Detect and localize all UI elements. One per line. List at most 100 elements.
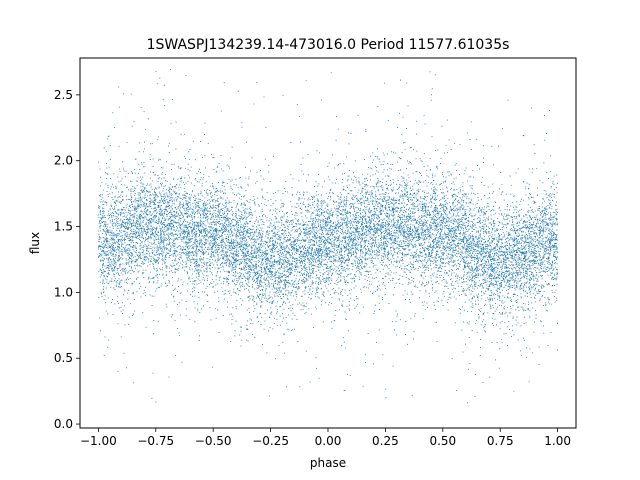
data-point: [425, 290, 426, 291]
data-point: [496, 252, 497, 253]
data-point: [367, 185, 368, 186]
data-point: [157, 235, 158, 236]
data-point: [273, 285, 274, 286]
data-point: [217, 291, 218, 292]
data-point: [173, 203, 174, 204]
data-point: [290, 295, 291, 296]
data-point: [301, 268, 302, 269]
data-point: [116, 213, 117, 214]
data-point: [340, 210, 341, 211]
data-point: [219, 203, 220, 204]
data-point: [131, 220, 132, 221]
data-point: [103, 269, 104, 270]
data-point: [234, 262, 235, 263]
data-point: [318, 219, 319, 220]
data-point: [146, 218, 147, 219]
data-point: [529, 292, 530, 293]
data-point: [175, 245, 176, 246]
data-point: [257, 277, 258, 278]
data-point: [214, 233, 215, 234]
data-point: [228, 222, 229, 223]
data-point: [536, 215, 537, 216]
data-point: [409, 279, 410, 280]
data-point: [450, 207, 451, 208]
data-point: [498, 234, 499, 235]
data-point: [172, 285, 173, 286]
data-point: [227, 307, 228, 308]
data-point: [507, 218, 508, 219]
data-point: [204, 292, 205, 293]
data-point: [340, 202, 341, 203]
data-point: [335, 310, 336, 311]
data-point: [266, 300, 267, 301]
data-point: [541, 286, 542, 287]
data-point: [105, 221, 106, 222]
data-point: [168, 280, 169, 281]
data-point: [454, 272, 455, 273]
data-point: [289, 233, 290, 234]
data-point: [480, 215, 481, 216]
data-point: [524, 264, 525, 265]
data-point: [405, 219, 406, 220]
data-point: [349, 310, 350, 311]
data-point: [390, 226, 391, 227]
data-point: [221, 215, 222, 216]
data-point: [426, 170, 427, 171]
data-point: [420, 158, 421, 159]
data-point: [185, 158, 186, 159]
data-point: [487, 278, 488, 279]
data-point: [291, 292, 292, 293]
data-point: [435, 200, 436, 201]
data-point: [495, 247, 496, 248]
data-point: [498, 229, 499, 230]
data-point: [544, 207, 545, 208]
data-point: [524, 246, 525, 247]
data-point: [480, 275, 481, 276]
data-point: [456, 280, 457, 281]
data-point: [175, 272, 176, 273]
data-point: [224, 223, 225, 224]
data-point: [262, 224, 263, 225]
data-point: [304, 250, 305, 251]
data-point: [455, 247, 456, 248]
data-point: [395, 210, 396, 211]
data-point: [158, 222, 159, 223]
data-point: [254, 249, 255, 250]
data-point: [314, 231, 315, 232]
data-point: [366, 193, 367, 194]
data-point: [156, 188, 157, 189]
data-point: [512, 278, 513, 279]
data-point: [539, 265, 540, 266]
data-point: [419, 204, 420, 205]
data-point: [258, 222, 259, 223]
data-point: [170, 238, 171, 239]
data-point: [518, 262, 519, 263]
data-point: [246, 260, 247, 261]
data-point: [310, 228, 311, 229]
data-point: [180, 215, 181, 216]
data-point: [328, 291, 329, 292]
data-point: [424, 215, 425, 216]
data-point: [178, 220, 179, 221]
data-point: [329, 222, 330, 223]
data-point: [215, 261, 216, 262]
data-point: [532, 231, 533, 232]
data-point: [529, 249, 530, 250]
data-point: [194, 225, 195, 226]
data-point: [212, 232, 213, 233]
data-point: [130, 258, 131, 259]
data-point: [464, 233, 465, 234]
data-point: [419, 216, 420, 217]
data-point: [360, 289, 361, 290]
data-point: [259, 261, 260, 262]
data-point: [267, 230, 268, 231]
data-point: [547, 284, 548, 285]
data-point: [519, 243, 520, 244]
data-point: [145, 166, 146, 167]
data-point: [234, 228, 235, 229]
data-point: [295, 223, 296, 224]
data-point: [139, 239, 140, 240]
data-point: [365, 185, 366, 186]
data-point: [206, 228, 207, 229]
data-point: [551, 187, 552, 188]
